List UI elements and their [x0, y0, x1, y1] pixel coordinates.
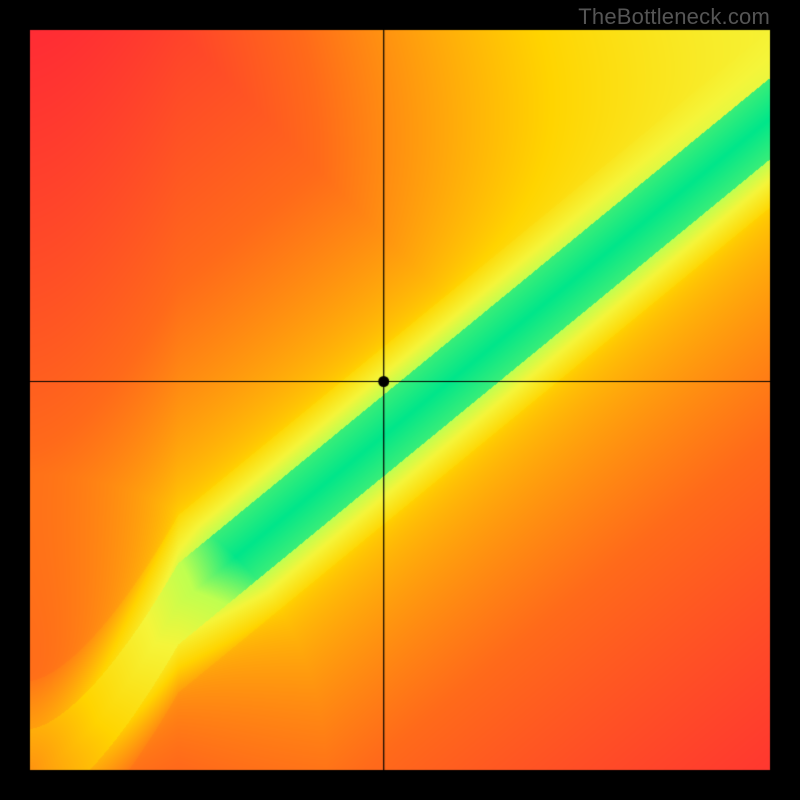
watermark-text: TheBottleneck.com [578, 4, 770, 30]
heatmap-canvas [0, 0, 800, 800]
chart-container: { "watermark": { "text": "TheBottleneck.… [0, 0, 800, 800]
